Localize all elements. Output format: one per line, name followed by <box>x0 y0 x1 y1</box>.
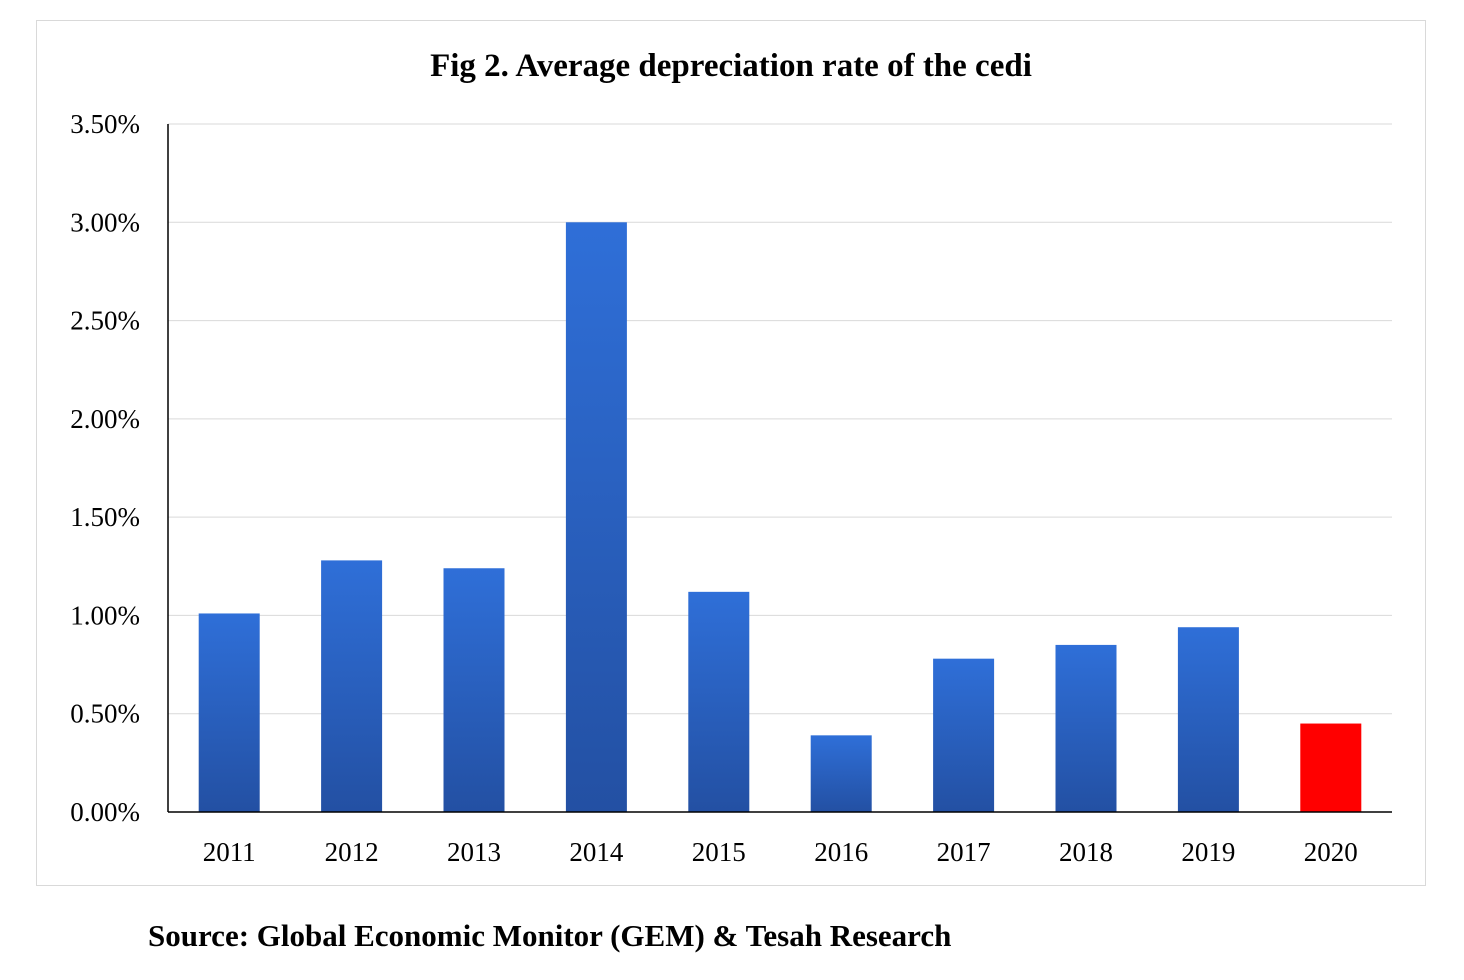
bar-2012 <box>321 560 383 812</box>
y-tick-label: 1.50% <box>70 502 140 532</box>
y-tick-label: 2.50% <box>70 306 140 336</box>
y-tick-label: 2.00% <box>70 404 140 434</box>
bar-2019 <box>1177 627 1239 812</box>
y-tick-label: 3.50% <box>70 109 140 139</box>
bar-2018 <box>1055 644 1117 812</box>
bar-2016 <box>810 735 872 812</box>
x-tick-label: 2018 <box>1059 837 1113 867</box>
x-tick-label: 2016 <box>814 837 868 867</box>
source-note: Source: Global Economic Monitor (GEM) & … <box>148 918 952 953</box>
bar-2015 <box>688 591 750 812</box>
x-tick-label: 2014 <box>569 837 624 867</box>
chart-frame <box>36 20 1426 886</box>
x-tick-label: 2012 <box>325 837 379 867</box>
y-tick-label: 3.00% <box>70 207 140 237</box>
bar-chart: Fig 2. Average depreciation rate of the … <box>70 48 1392 867</box>
chart-title: Fig 2. Average depreciation rate of the … <box>430 48 1032 84</box>
x-tick-label: 2017 <box>937 837 991 867</box>
bar-2014 <box>565 222 627 813</box>
bar-2020 <box>1300 723 1362 812</box>
y-tick-label: 1.00% <box>70 600 140 630</box>
y-tick-label: 0.50% <box>70 699 140 729</box>
x-tick-label: 2015 <box>692 837 746 867</box>
bar-2011 <box>198 613 260 812</box>
bar-2013 <box>443 568 505 812</box>
bar-2017 <box>933 658 995 812</box>
x-tick-label: 2019 <box>1181 837 1235 867</box>
x-tick-label: 2011 <box>203 837 256 867</box>
x-tick-label: 2020 <box>1304 837 1358 867</box>
x-tick-label: 2013 <box>447 837 501 867</box>
y-tick-label: 0.00% <box>70 797 140 827</box>
